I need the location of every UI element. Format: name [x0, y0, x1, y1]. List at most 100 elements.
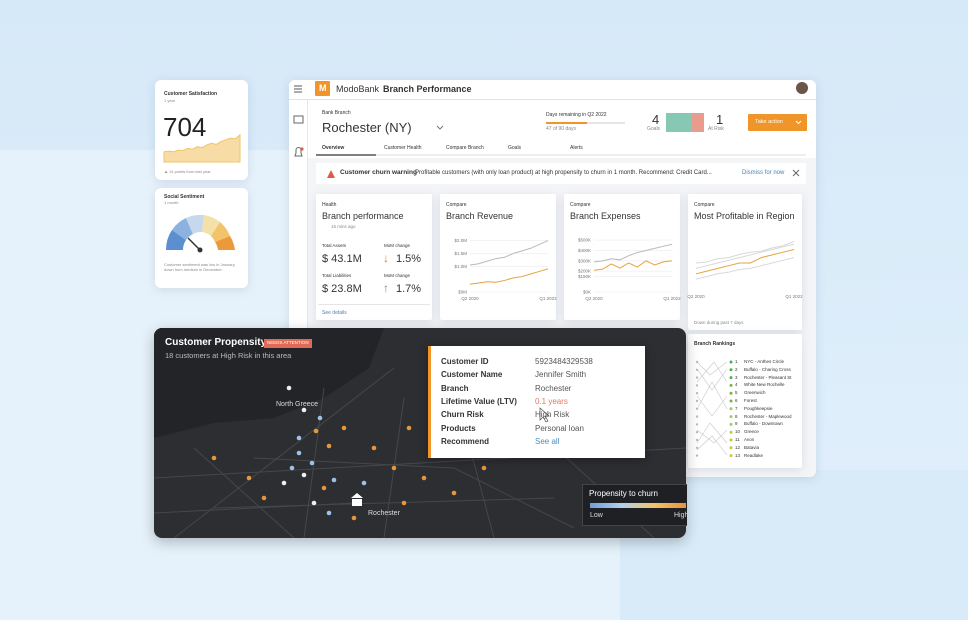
period[interactable]: 1 month: [164, 200, 179, 205]
rank-dot: [695, 360, 699, 364]
dismiss[interactable]: Dismiss for now: [742, 170, 785, 176]
link[interactable]: See details: [322, 310, 347, 316]
gauge-needle: [187, 237, 201, 251]
customer-dot: [301, 407, 307, 413]
rank-number: 3: [735, 374, 738, 380]
warning-bar: [316, 163, 806, 184]
brand: ModoBank: [336, 84, 380, 94]
map-title: Customer Propensity: [165, 337, 267, 348]
rank-dot: [729, 415, 733, 419]
line: [695, 243, 795, 269]
updated: 15 mins ago: [331, 224, 356, 229]
chat-icon[interactable]: [293, 115, 304, 124]
satisfaction-card: [155, 80, 248, 180]
customer-dot: [261, 495, 267, 501]
rank-name: Buffalo - Charing Cross: [744, 366, 791, 372]
avatar[interactable]: [796, 82, 808, 94]
page-title: Branch Performance: [383, 84, 472, 94]
card-title: Customer Satisfaction: [164, 91, 218, 97]
customer-dot: [326, 443, 332, 449]
x-tick-label: Q2 2020: [461, 296, 479, 301]
rank-dot: [695, 376, 699, 379]
tooltip-label: Churn Risk: [441, 410, 484, 420]
rank-number: 1: [735, 359, 738, 364]
up-arrow: ↑: [383, 281, 389, 295]
line: [469, 268, 549, 285]
rank-dot: [729, 360, 733, 364]
rank-dot: [695, 368, 699, 371]
rank-name: Rochester - Pleasant St: [744, 374, 792, 380]
customer-dot: [321, 485, 327, 491]
gauge-segment: [215, 236, 235, 250]
label: MoM change: [384, 273, 411, 278]
logo-box: [315, 81, 330, 96]
rank-dot: [729, 422, 733, 426]
branch-header: [308, 100, 816, 158]
card-label: Compare: [694, 202, 715, 208]
rank-number: 2: [735, 366, 738, 372]
action-label[interactable]: Take action: [755, 119, 783, 125]
rank-number: 6: [735, 398, 738, 403]
tooltip-label: Products: [441, 423, 476, 433]
expenses-card: [564, 194, 680, 320]
tooltip-value: 5923484329538: [535, 357, 593, 366]
customer-dot: [313, 428, 319, 434]
tab[interactable]: Goals: [508, 145, 522, 151]
card-title: Most Profitable in Region: [694, 211, 795, 221]
divider: [318, 304, 430, 305]
tooltip-value: Jennifer Smith: [535, 370, 587, 380]
tooltip: [428, 346, 645, 458]
customer-dot: [481, 465, 487, 471]
x-tick-label: Q1 2022: [785, 294, 803, 299]
ranking-links: [696, 361, 728, 456]
customer-dot: [301, 472, 307, 478]
x-tick-label: Q1 2022: [663, 296, 681, 301]
bank-icon[interactable]: [351, 493, 363, 506]
tab[interactable]: Compare Branch: [446, 145, 484, 151]
value: 1.7%: [396, 283, 422, 295]
card-title: Branch Expenses: [570, 211, 641, 221]
customer-dot: [351, 515, 357, 521]
label: Bank Branch: [322, 110, 351, 116]
rank-number: 9: [735, 421, 738, 427]
value: 1.5%: [396, 253, 422, 265]
customer-dot: [326, 510, 332, 516]
card-label: Health: [322, 202, 337, 208]
note: ▲ 14 points from last year: [164, 169, 211, 174]
period[interactable]: 1 year: [164, 98, 176, 103]
tab[interactable]: Overview: [322, 145, 345, 151]
branch-name[interactable]: Rochester (NY): [322, 120, 412, 135]
action-button[interactable]: [748, 114, 807, 131]
line: [593, 243, 673, 263]
rank-dot: [729, 446, 733, 450]
gauge-segment: [202, 215, 220, 236]
rank-number: 12: [735, 444, 741, 450]
warning-title: Customer churn warning: [340, 169, 417, 176]
tab[interactable]: Customer Health: [384, 145, 422, 151]
rank-name: NYC - Anthes Circle: [744, 359, 785, 364]
progress: [546, 122, 587, 124]
rank-dot: [695, 384, 699, 387]
score: 704: [163, 112, 207, 142]
risk-count: 1: [716, 112, 724, 127]
tab[interactable]: Alerts: [570, 145, 583, 151]
customer-dot: [331, 477, 337, 483]
dropdown[interactable]: [436, 125, 444, 130]
customer-dot: [361, 480, 367, 486]
rank-dot: [695, 392, 699, 395]
rank-dot: [695, 399, 699, 403]
rank-number: 13: [735, 452, 741, 458]
bell-icon[interactable]: [294, 147, 303, 157]
lake: [154, 328, 384, 438]
y-tick-label: $0K: [583, 290, 591, 295]
logo: M: [319, 83, 327, 93]
card-title: Branch Revenue: [446, 211, 514, 221]
rank-name: Greenwich: [744, 390, 766, 396]
card-title: Social Sentiment: [164, 194, 205, 200]
legend-scale: [590, 503, 686, 508]
y-tick-label: $200K: [578, 269, 591, 274]
customer-dot: [391, 465, 397, 471]
down-arrow: ↓: [383, 251, 389, 265]
label: MoM change: [384, 243, 411, 248]
